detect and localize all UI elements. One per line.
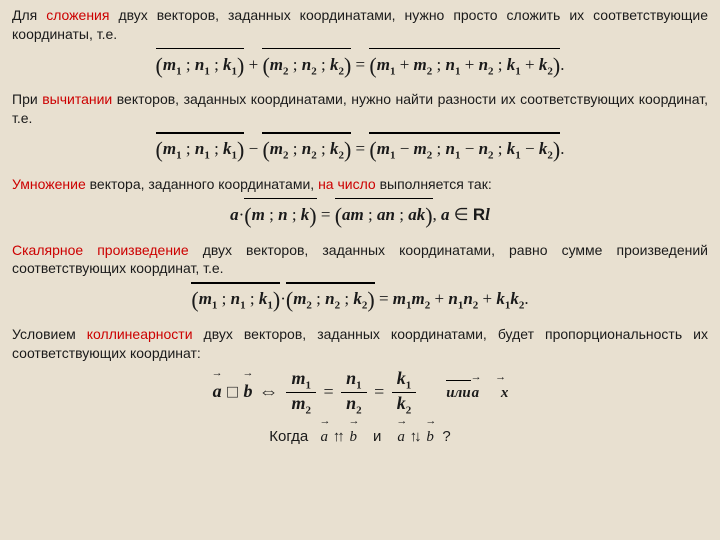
- text: двух векторов, заданных координатами, ну…: [12, 7, 708, 42]
- highlight-subtraction: вычитании: [42, 91, 112, 107]
- formula-scalar-mult: a·(m ; n ; k) = (am ; an ; ak), a ∈ Rl: [12, 200, 708, 231]
- arrows-up-up-icon: ↑↑: [333, 429, 345, 445]
- text-qmark: ?: [442, 428, 450, 445]
- text-when: Когда: [269, 428, 308, 445]
- arrows-up-down-icon: ↑↓: [410, 429, 422, 445]
- para-collinearity: Условием коллинеарности двух векторов, з…: [12, 325, 708, 363]
- formula-collinearity: a □ b ⇔ m1m2 = n1n2 = k1k2 или a x: [12, 369, 708, 417]
- text: Для: [12, 7, 46, 23]
- highlight-collinearity: коллинеарности: [87, 326, 193, 342]
- text-and: и: [373, 428, 381, 445]
- para-scalar-mult: Умножение вектора, заданного координатам…: [12, 175, 708, 194]
- formula-question: Когда a ↑↑ b и a ↑↓ b ?: [12, 427, 708, 447]
- highlight-dot-product: Скалярное произведение: [12, 242, 189, 258]
- highlight-mult: Умножение: [12, 176, 86, 192]
- para-dot-product: Скалярное произведение двух векторов, за…: [12, 241, 708, 279]
- formula-subtraction: (m1 ; n1 ; k1) − (m2 ; n2 ; k2) = (m1 − …: [12, 134, 708, 165]
- para-subtraction: При вычитании векторов, заданных координ…: [12, 90, 708, 128]
- text: вектора, заданного координатами,: [86, 176, 318, 192]
- text: векторов, заданных координатами, нужно н…: [12, 91, 708, 126]
- text: Условием: [12, 326, 87, 342]
- highlight-by-number: на число: [318, 176, 376, 192]
- highlight-addition: сложения: [46, 7, 109, 23]
- formula-dot-product: (m1 ; n1 ; k1)·(m2 ; n2 ; k2) = m1m2 + n…: [12, 284, 708, 315]
- formula-addition: (m1 ; n1 ; k1) + (m2 ; n2 ; k2) = (m1 + …: [12, 50, 708, 81]
- para-addition: Для сложения двух векторов, заданных коо…: [12, 6, 708, 44]
- text: При: [12, 91, 42, 107]
- text: выполняется так:: [376, 176, 492, 192]
